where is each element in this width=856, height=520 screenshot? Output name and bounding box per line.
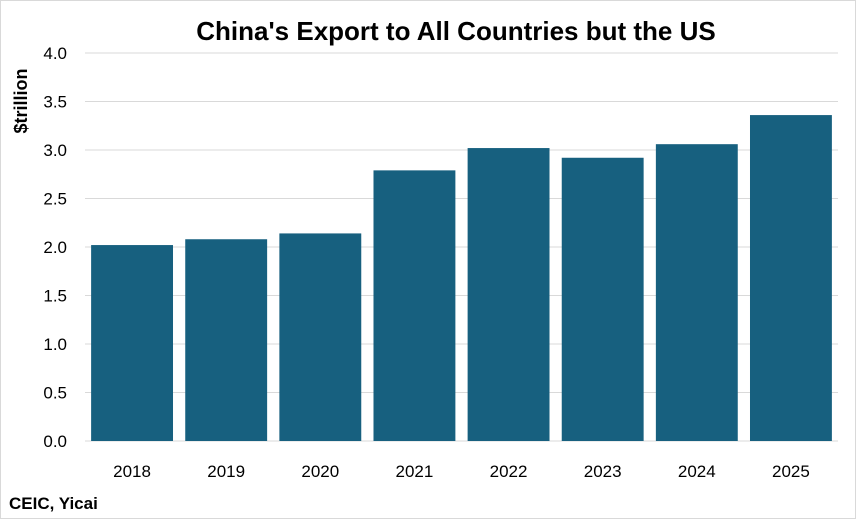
y-axis-label: $trillion xyxy=(11,68,31,133)
bars xyxy=(91,115,832,441)
y-tick-label: 0.0 xyxy=(43,432,67,451)
y-tick-label: 1.5 xyxy=(43,287,67,306)
chart-title: China's Export to All Countries but the … xyxy=(196,16,715,46)
x-tick-label: 2018 xyxy=(113,462,151,481)
y-axis-ticks: 0.0 0.5 1.0 1.5 2.0 2.5 3.0 3.5 4.0 xyxy=(43,44,67,451)
bar xyxy=(373,170,456,441)
y-tick-label: 2.0 xyxy=(43,238,67,257)
bar xyxy=(185,239,268,441)
bar xyxy=(655,144,738,441)
y-tick-label: 3.0 xyxy=(43,141,67,160)
x-tick-label: 2022 xyxy=(490,462,528,481)
y-tick-label: 2.5 xyxy=(43,190,67,209)
y-tick-label: 3.5 xyxy=(43,93,67,112)
source-note: CEIC, Yicai xyxy=(9,494,98,513)
y-tick-label: 4.0 xyxy=(43,44,67,63)
bar xyxy=(279,233,362,441)
x-tick-label: 2025 xyxy=(772,462,810,481)
x-tick-label: 2024 xyxy=(678,462,716,481)
x-tick-label: 2020 xyxy=(301,462,339,481)
bar xyxy=(467,148,550,441)
bar xyxy=(561,157,644,441)
x-tick-label: 2019 xyxy=(207,462,245,481)
bar xyxy=(749,115,832,441)
y-tick-label: 1.0 xyxy=(43,335,67,354)
x-tick-label: 2021 xyxy=(396,462,434,481)
x-axis-ticks: 2018 2019 2020 2021 2022 2023 2024 2025 xyxy=(113,462,810,481)
bar xyxy=(91,245,174,441)
x-tick-label: 2023 xyxy=(584,462,622,481)
y-tick-label: 0.5 xyxy=(43,384,67,403)
